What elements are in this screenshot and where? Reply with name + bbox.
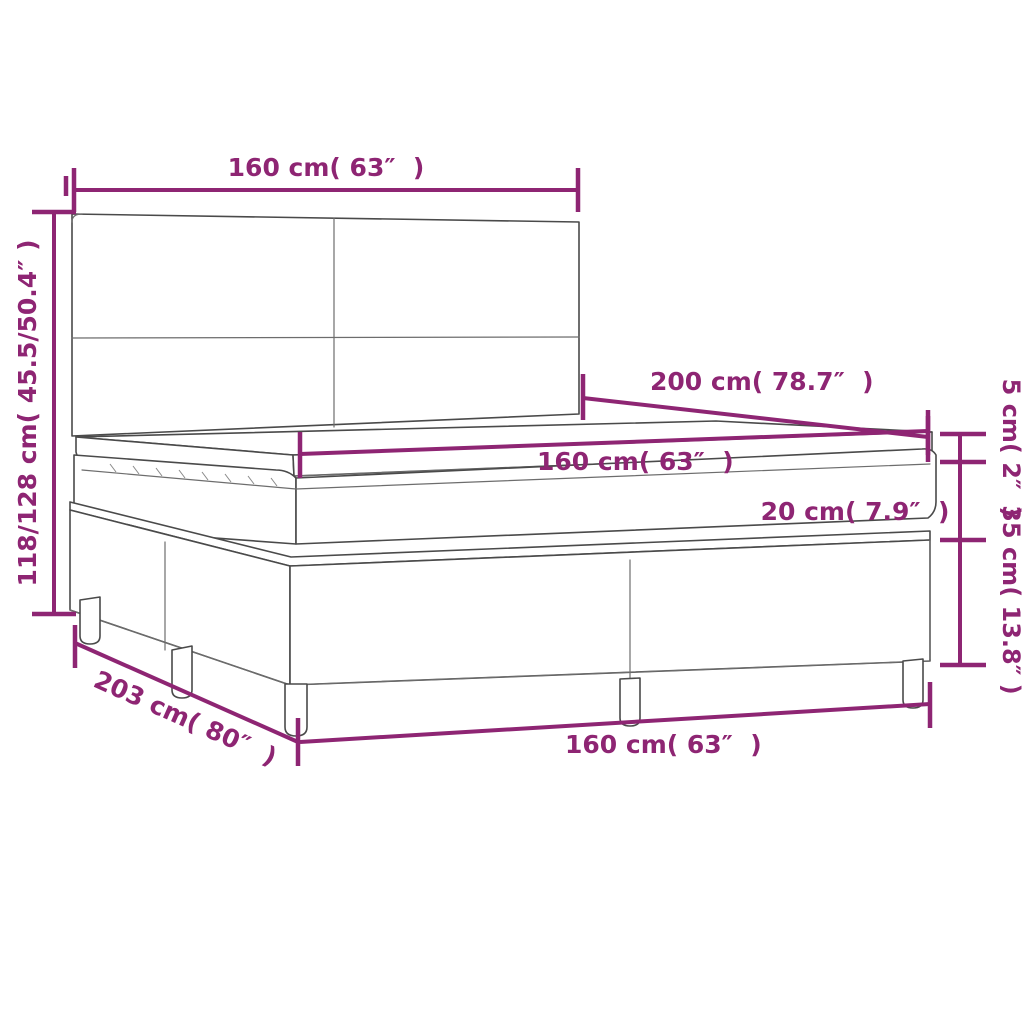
- mattress-seam-left: [81, 469, 297, 490]
- dim-mattress-width: 160 cm( 63″ ): [297, 410, 931, 478]
- dim-line-base-width: [299, 702, 931, 744]
- dim-label-mattress-width: 160 cm( 63″ ): [537, 447, 734, 476]
- leg-mid-left: [171, 645, 193, 699]
- box-spring-base: [69, 501, 931, 686]
- dim-label-topper-height: 5 cm( 2″ ): [997, 379, 1024, 518]
- headboard-panel: [71, 213, 580, 437]
- dim-line-bed-length: [582, 396, 929, 439]
- mattress-quilting: [109, 463, 278, 487]
- headboard-divider-horizontal: [71, 336, 580, 339]
- dim-label-headboard-width: 160 cm( 63″ ): [228, 153, 425, 182]
- leg-front-right: [902, 658, 924, 709]
- dim-topper-height: 5 cm( 2″ ): [940, 379, 1024, 518]
- dim-line-bed-depth: [74, 641, 299, 744]
- dim-total-height: 118/128 cm( 45.5/50.4″ ): [13, 176, 76, 617]
- dim-bed-depth: 203 cm( 80″ ): [72, 625, 301, 771]
- dim-label-base-height: 35 cm( 13.8″ ): [997, 505, 1024, 695]
- dim-label-mattress-height: 20 cm( 7.9″ ): [761, 497, 950, 526]
- dim-label-bed-length: 200 cm( 78.7″ ): [650, 367, 874, 396]
- leg-back-left: [79, 596, 101, 645]
- dim-label-total-height: 118/128 cm( 45.5/50.4″ ): [13, 240, 42, 587]
- dim-base-width: 160 cm( 63″ ): [299, 682, 933, 759]
- dim-base-height: 35 cm( 13.8″ ): [940, 505, 1024, 695]
- dim-label-base-width: 160 cm( 63″ ): [565, 730, 762, 759]
- mattress-seam-front: [295, 463, 931, 490]
- dim-line-mattress-width: [299, 429, 929, 456]
- dim-mattress-height: 20 cm( 7.9″ ): [761, 462, 986, 543]
- dim-label-bed-depth: 203 cm( 80″ ): [90, 665, 281, 771]
- dim-headboard-width: 160 cm( 63″ ): [71, 153, 581, 212]
